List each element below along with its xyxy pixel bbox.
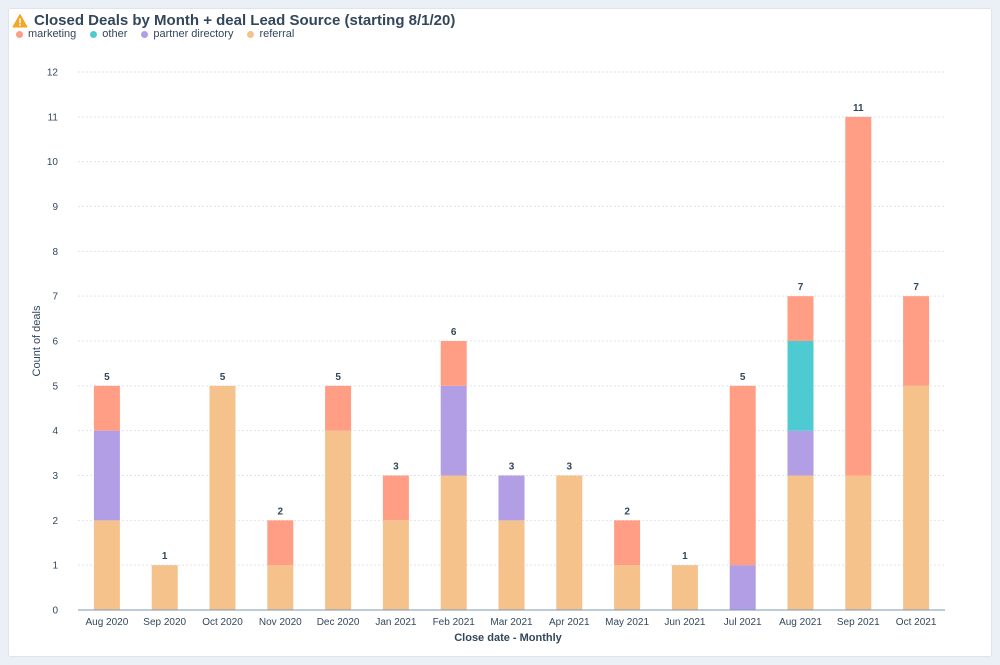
y-tick-label: 3: [52, 471, 58, 482]
bar-segment-other: [788, 341, 814, 431]
bar-total-label: 2: [278, 506, 284, 517]
y-tick-label: 7: [52, 292, 58, 303]
bar-segment-referral: [383, 520, 409, 610]
y-tick-label: 2: [52, 516, 58, 527]
x-tick-label: Aug 2021: [779, 617, 822, 628]
bar-segment-referral: [325, 431, 351, 610]
y-tick-label: 11: [48, 112, 59, 123]
x-tick-label: Jul 2021: [724, 617, 762, 628]
bar-segment-referral: [788, 476, 814, 611]
bar-total-label: 11: [853, 103, 864, 114]
bar-segment-referral: [903, 386, 929, 610]
bar-segment-marketing: [614, 520, 640, 565]
bar-total-label: 1: [162, 551, 168, 562]
bar-total-label: 3: [567, 462, 573, 473]
bar-segment-referral: [94, 520, 120, 610]
y-tick-label: 4: [52, 426, 58, 437]
x-tick-label: Sep 2020: [143, 617, 186, 628]
x-tick-label: Feb 2021: [433, 617, 476, 628]
x-tick-label: May 2021: [605, 617, 649, 628]
x-tick-label: Mar 2021: [490, 617, 533, 628]
y-tick-label: 10: [47, 157, 59, 168]
y-tick-label: 6: [52, 337, 58, 348]
bar-segment-marketing: [730, 386, 756, 565]
bar-segment-partner-directory: [441, 386, 467, 476]
x-tick-label: Apr 2021: [549, 617, 590, 628]
bar-total-label: 7: [913, 282, 919, 293]
bar-total-label: 2: [624, 506, 630, 517]
bar-segment-marketing: [94, 386, 120, 431]
y-tick-label: 12: [47, 68, 59, 79]
x-tick-label: Nov 2020: [259, 617, 302, 628]
y-tick-label: 5: [52, 381, 58, 392]
bar-segment-marketing: [788, 296, 814, 341]
bar-segment-marketing: [441, 341, 467, 386]
bar-segment-referral: [152, 565, 178, 610]
bar-total-label: 5: [220, 372, 226, 383]
y-tick-label: 8: [52, 247, 58, 258]
bar-total-label: 5: [335, 372, 341, 383]
bar-total-label: 3: [393, 462, 399, 473]
bar-segment-referral: [441, 476, 467, 611]
bar-segment-referral: [556, 476, 582, 611]
bar-total-label: 3: [509, 462, 515, 473]
bar-total-label: 5: [740, 372, 746, 383]
x-tick-label: Jan 2021: [375, 617, 417, 628]
bar-segment-referral: [614, 565, 640, 610]
y-tick-label: 9: [52, 202, 58, 213]
bar-segment-referral: [499, 520, 525, 610]
bar-segment-marketing: [845, 117, 871, 476]
bar-segment-partner-directory: [499, 476, 525, 521]
bar-segment-partner-directory: [94, 431, 120, 521]
bar-segment-marketing: [267, 520, 293, 565]
bar-segment-referral: [210, 386, 236, 610]
bar-segment-referral: [845, 476, 871, 611]
bar-segment-referral: [672, 565, 698, 610]
bar-segment-marketing: [325, 386, 351, 431]
bar-segment-referral: [267, 565, 293, 610]
bar-segment-partner-directory: [730, 565, 756, 610]
y-axis-title: Count of deals: [31, 305, 43, 376]
bar-segment-marketing: [383, 476, 409, 521]
x-axis-title: Close date - Monthly: [454, 632, 562, 644]
y-tick-label: 1: [52, 561, 58, 572]
x-tick-label: Aug 2020: [85, 617, 128, 628]
bar-segment-marketing: [903, 296, 929, 386]
bar-total-label: 5: [104, 372, 110, 383]
bar-total-label: 7: [798, 282, 804, 293]
bar-segment-partner-directory: [788, 431, 814, 476]
x-tick-label: Sep 2021: [837, 617, 880, 628]
x-tick-label: Jun 2021: [664, 617, 706, 628]
y-tick-label: 0: [52, 606, 58, 617]
x-tick-label: Oct 2020: [202, 617, 243, 628]
bar-total-label: 1: [682, 551, 688, 562]
x-tick-label: Dec 2020: [317, 617, 360, 628]
bar-total-label: 6: [451, 327, 457, 338]
x-tick-label: Oct 2021: [896, 617, 937, 628]
